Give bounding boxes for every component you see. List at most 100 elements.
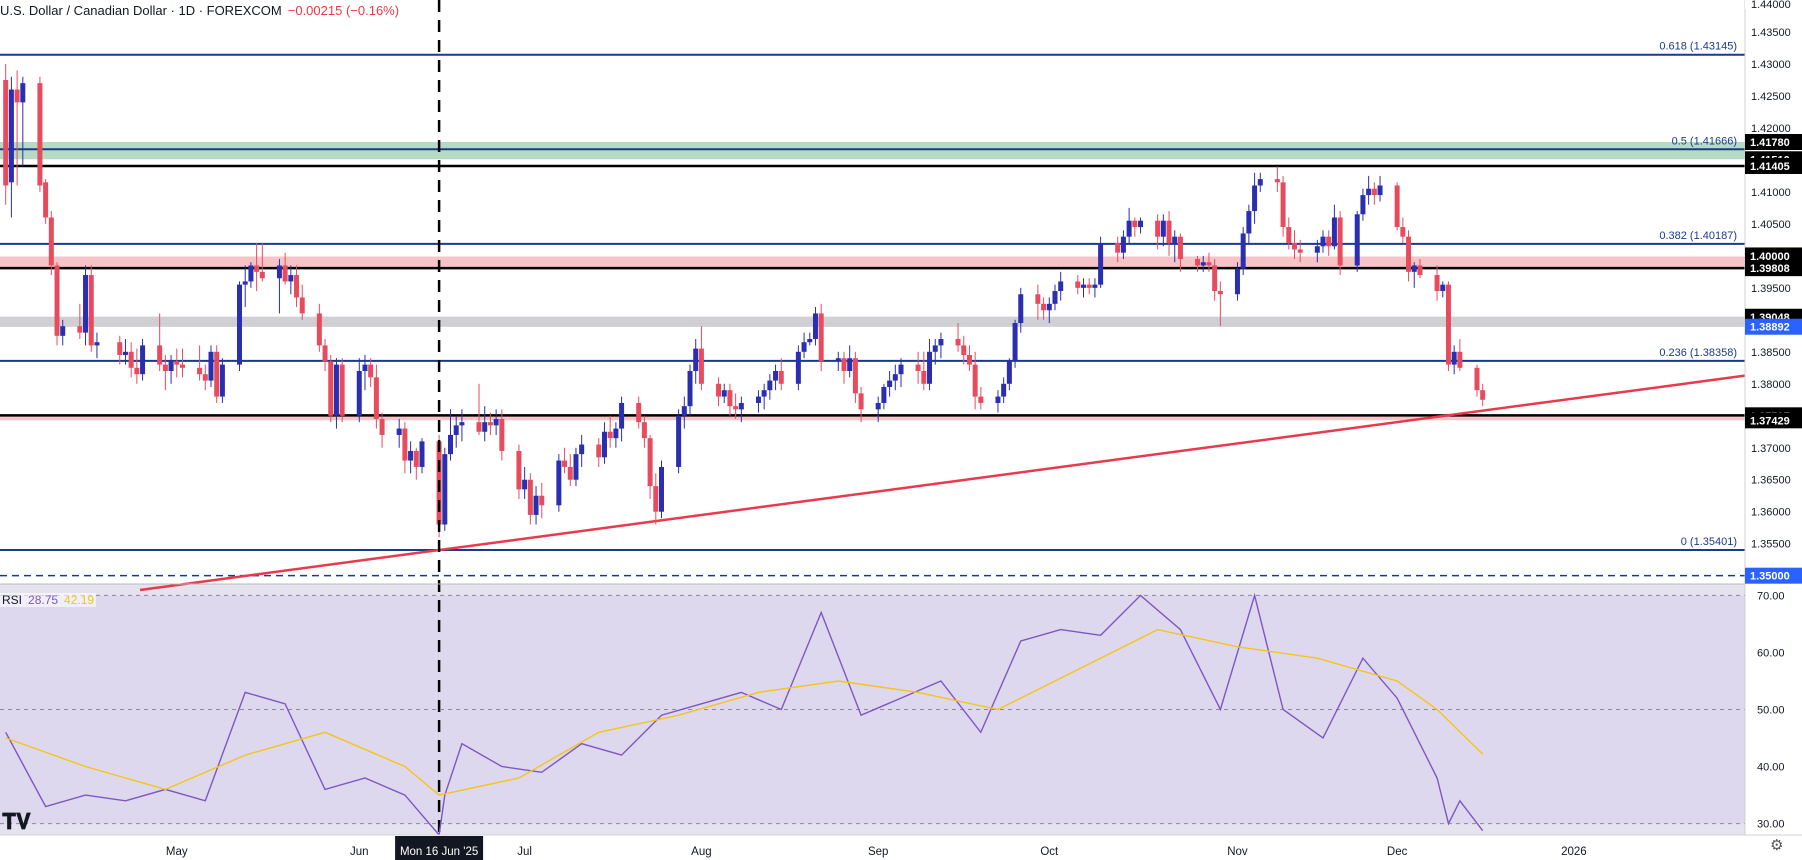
gear-icon[interactable]: ⚙ (1770, 836, 1784, 854)
candle-body (282, 265, 288, 282)
candle-body (499, 418, 505, 451)
candle-body (413, 450, 419, 467)
candle-body (94, 342, 100, 346)
candle-body (1115, 243, 1121, 253)
candle-body (1041, 303, 1047, 311)
price-tick: 1.43000 (1751, 59, 1791, 71)
candle-body (60, 326, 66, 336)
candle-body (841, 358, 847, 371)
candle-body (1046, 303, 1052, 311)
price-label-box (1745, 247, 1802, 264)
rsi-tick: 70.00 (1757, 590, 1785, 602)
candle-body (197, 367, 203, 375)
candle-body (476, 422, 482, 432)
candle-body (1366, 188, 1372, 196)
candle-body (881, 386, 887, 403)
candle-body (1474, 367, 1480, 391)
price-tick: 1.39500 (1751, 283, 1791, 295)
candle-body (214, 351, 220, 397)
time-tick-Sep: Sep (868, 846, 888, 858)
candle-body (875, 402, 881, 410)
candle-body (1457, 351, 1463, 368)
candle-body (1234, 268, 1240, 295)
rsi-ma-value: 42.19 (64, 593, 95, 607)
candle-body (1012, 323, 1018, 362)
price-tick: 1.41000 (1751, 187, 1791, 199)
candle-body (818, 313, 824, 362)
price-tick: 1.42500 (1751, 91, 1791, 103)
candle-body (288, 275, 294, 282)
time-tick-Jul: Jul (517, 846, 532, 858)
candle-body (1172, 236, 1178, 244)
zone-2 (0, 316, 1745, 327)
candle-body (276, 265, 282, 279)
price-label: 1.40000 (1750, 251, 1790, 263)
candle-body (402, 428, 408, 461)
candle-body (892, 374, 898, 381)
tradingview-logo-icon[interactable]: 𝐓𝐕 (2, 810, 31, 835)
candle-body (448, 434, 454, 455)
candle-body (1257, 179, 1263, 186)
candle-body (140, 345, 146, 375)
candle-body (1320, 236, 1326, 247)
symbol-title: U.S. Dollar / Canadian Dollar · 1D · FOR… (0, 3, 282, 18)
candle-body (37, 83, 43, 186)
candle-body (1326, 236, 1332, 247)
candle-body (527, 479, 533, 515)
candle-body (1212, 265, 1218, 292)
candle-body (54, 265, 60, 336)
candle-body (379, 418, 385, 435)
candle-body (978, 396, 984, 403)
time-tick-May: May (166, 846, 188, 858)
candle-body (847, 358, 853, 371)
candle-body (567, 466, 573, 480)
candle-body (1417, 265, 1423, 276)
candle-body (1274, 179, 1280, 183)
zone-3 (0, 415, 1745, 421)
candle-body (1354, 214, 1360, 266)
price-label-box (1745, 157, 1802, 174)
crosshair-date-box (395, 836, 484, 860)
fib-label-2: 0.382 (1.40187) (1659, 230, 1737, 242)
rsi-tick: 40.00 (1757, 762, 1785, 774)
candle-body (767, 380, 773, 391)
candle-body (362, 364, 368, 371)
price-tick: 1.40500 (1751, 219, 1791, 231)
candle-body (242, 281, 248, 285)
candle-body (316, 313, 322, 346)
candle-body (117, 342, 123, 356)
candle-body (1297, 249, 1303, 253)
candle-body (77, 326, 83, 333)
candle-body (613, 428, 619, 439)
price-label-box (1745, 260, 1802, 277)
candle-body (294, 275, 300, 298)
candle-body (721, 390, 727, 397)
candle-body (1286, 227, 1292, 244)
rsi-header: RSI 28.75 42.19 (0, 593, 97, 607)
candle-body (493, 418, 499, 426)
candle-body (733, 406, 739, 410)
candle-body (1206, 262, 1212, 266)
candle-body (1411, 265, 1417, 272)
candle-body (1075, 281, 1081, 288)
candle-body (8, 89, 14, 183)
candle-body (1155, 220, 1161, 237)
candle-body (48, 217, 54, 266)
candle-body (259, 271, 265, 279)
candle-body (852, 358, 858, 394)
candle-body (1092, 284, 1098, 288)
rising-trendline (139, 374, 1746, 592)
candle-body (459, 422, 465, 426)
candle-body (248, 265, 254, 282)
candle-body (716, 383, 722, 397)
candle-body (1480, 390, 1486, 400)
candle-body (1035, 294, 1041, 304)
candle-body (174, 361, 180, 365)
candle-body (1445, 284, 1451, 365)
price-tick: 1.36500 (1751, 475, 1791, 487)
candle-body (237, 284, 243, 365)
price-label-box (1745, 318, 1802, 335)
candle-body (1160, 220, 1166, 237)
candle-body (636, 402, 642, 423)
